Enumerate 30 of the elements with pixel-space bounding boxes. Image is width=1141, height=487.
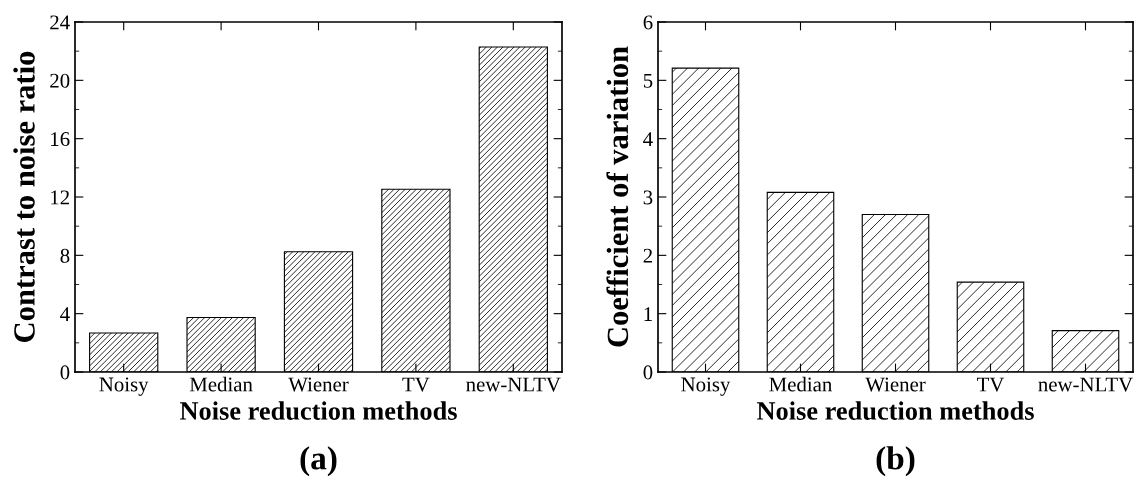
y-tick-label: 8 (60, 248, 70, 263)
x-tick-label: new-NLTV (466, 377, 561, 392)
y-tick-label: 24 (50, 15, 70, 30)
y-tick-label: 0 (60, 365, 70, 380)
y-tick-label: 12 (51, 190, 69, 205)
y-tick-label: 20 (50, 73, 70, 88)
x-tick-label: Wiener (288, 377, 349, 392)
y-tick-label: 4 (60, 307, 70, 321)
text: (a) (300, 446, 337, 477)
y-tick-label: 1 (644, 307, 652, 321)
x-tick-label: Noisy (681, 377, 731, 396)
y-tick-label: 2 (643, 248, 652, 263)
y-axis-title: Coefficient of variation (606, 46, 629, 347)
x-tick-label: TV (402, 377, 430, 392)
x-tick-label: TV (976, 377, 1005, 392)
x-axis-title: Noise reduction methods (179, 401, 457, 420)
x-axis-title: Noise reduction methods (756, 401, 1034, 420)
x-tick-label: Wiener (865, 377, 926, 392)
y-tick-label: 5 (643, 73, 653, 88)
text: (b) (876, 446, 915, 477)
x-tick-label: Median (189, 376, 253, 392)
x-tick-label: Median (769, 376, 832, 392)
y-tick-label: 16 (51, 132, 70, 147)
x-tick-label: Noisy (99, 377, 149, 396)
y-tick-label: 6 (643, 15, 653, 30)
x-tick-label: new-NLTV (1038, 377, 1133, 392)
y-tick-label: 3 (643, 190, 653, 205)
y-tick-label: 4 (643, 132, 653, 146)
y-tick-label: 0 (643, 365, 653, 380)
y-axis-title: Contrast to noise ratio (13, 51, 35, 342)
